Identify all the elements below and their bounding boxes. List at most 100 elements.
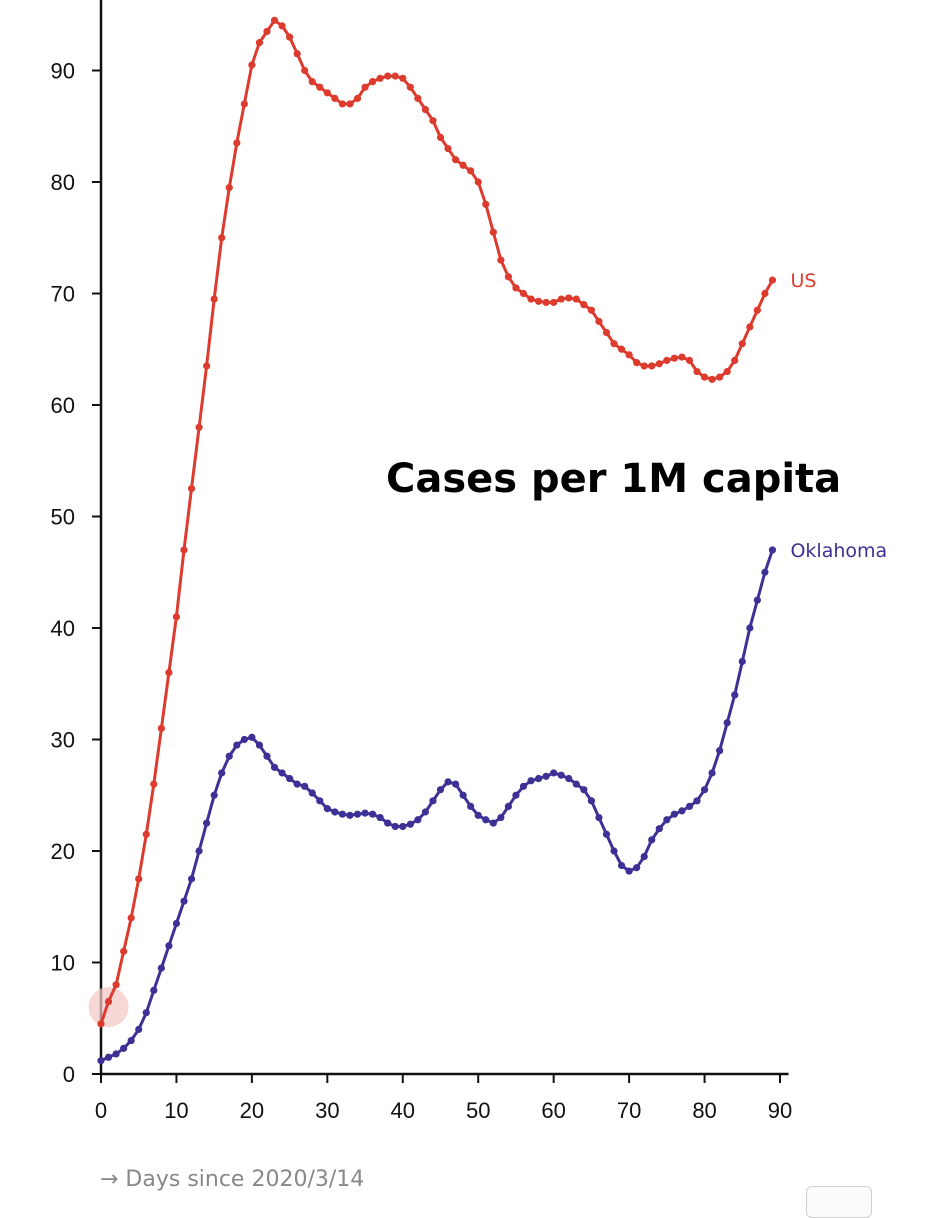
x-tick-label: 0	[95, 1098, 107, 1123]
us-point	[233, 139, 241, 147]
us-point	[640, 362, 648, 370]
us-point	[293, 50, 301, 58]
oklahoma-point	[361, 809, 369, 817]
us-point	[210, 295, 218, 303]
us-point	[663, 356, 671, 364]
oklahoma-point	[557, 771, 565, 779]
us-point	[369, 78, 377, 86]
us-point	[187, 485, 196, 493]
us-point	[474, 178, 482, 186]
oklahoma-line	[100, 549, 774, 1062]
oklahoma-point	[497, 813, 505, 822]
oklahoma-point	[519, 782, 528, 790]
oklahoma-point	[527, 777, 535, 785]
oklahoma-point	[504, 802, 512, 811]
us-point	[693, 367, 701, 376]
us-point	[731, 356, 739, 364]
oklahoma-point	[203, 819, 211, 827]
us-point	[467, 167, 475, 175]
oklahoma-point	[391, 822, 399, 831]
oklahoma-point	[338, 810, 347, 818]
x-tick-label: 90	[768, 1098, 792, 1123]
y-tick-label: 30	[51, 728, 75, 753]
oklahoma-point	[233, 741, 241, 749]
oklahoma-point	[738, 657, 746, 666]
x-tick-label: 60	[541, 1098, 565, 1123]
oklahoma-point	[346, 811, 354, 819]
x-ticks: 0 10 20 30 40 50 60 70 80 90	[95, 1074, 792, 1123]
us-point	[768, 276, 777, 284]
y-tick-label: 60	[51, 393, 75, 418]
oklahoma-point	[723, 719, 731, 727]
us-point	[685, 356, 694, 364]
us-point	[746, 323, 754, 331]
oklahoma-point	[120, 1044, 128, 1052]
y-tick-label: 20	[51, 839, 75, 864]
oklahoma-point	[165, 942, 173, 950]
y-ticks: 0 10 20 30 40 50 60 70 80 90	[51, 59, 101, 1087]
us-point	[338, 100, 347, 108]
x-tick-label: 30	[315, 1098, 339, 1123]
oklahoma-point	[293, 780, 301, 788]
y-tick-label: 90	[51, 59, 75, 84]
oklahoma-point	[323, 805, 331, 813]
oklahoma-point	[301, 782, 309, 790]
us-point	[572, 295, 580, 303]
us-point	[610, 340, 618, 348]
oklahoma-point	[316, 797, 324, 805]
oklahoma-point	[278, 769, 286, 777]
oklahoma-point	[482, 816, 490, 824]
oklahoma-point	[670, 810, 678, 818]
oklahoma-point	[768, 546, 777, 554]
series-layer: US Oklahoma	[97, 16, 887, 1065]
us-point	[436, 133, 445, 141]
oklahoma-point	[263, 752, 271, 760]
series-oklahoma: Oklahoma	[97, 540, 887, 1065]
us-point	[218, 234, 226, 242]
x-tick-label: 50	[466, 1098, 490, 1123]
oklahoma-point	[127, 1036, 135, 1045]
us-point	[203, 362, 211, 370]
us-point	[97, 1020, 105, 1028]
us-point	[648, 362, 656, 370]
series-label-us: US	[790, 270, 816, 292]
oklahoma-point	[104, 1053, 113, 1061]
us-point	[195, 423, 203, 431]
corner-button[interactable]	[806, 1186, 872, 1218]
oklahoma-point	[187, 875, 196, 883]
oklahoma-point	[180, 897, 188, 905]
us-point	[700, 373, 709, 381]
oklahoma-point	[135, 1025, 143, 1033]
x-tick-label: 70	[617, 1098, 641, 1123]
oklahoma-point	[248, 733, 256, 741]
us-point	[346, 100, 354, 108]
oklahoma-point	[286, 774, 294, 783]
us-point	[602, 328, 611, 337]
us-point	[248, 61, 256, 69]
x-tick-label: 20	[240, 1098, 264, 1123]
oklahoma-point	[731, 691, 739, 699]
oklahoma-point	[210, 791, 218, 799]
oklahoma-point	[663, 816, 671, 824]
us-point	[580, 301, 588, 309]
oklahoma-point	[474, 811, 482, 819]
oklahoma-point	[685, 802, 694, 811]
series-label-oklahoma: Oklahoma	[790, 540, 887, 562]
x-tick-label: 80	[692, 1098, 716, 1123]
us-point	[542, 298, 550, 307]
us-point	[384, 72, 392, 80]
oklahoma-point	[399, 822, 407, 831]
oklahoma-point	[218, 769, 226, 777]
oklahoma-point	[369, 810, 377, 818]
oklahoma-point	[353, 810, 362, 818]
us-point	[444, 144, 452, 153]
oklahoma-point	[459, 791, 467, 799]
us-point	[127, 914, 135, 922]
us-point	[587, 306, 595, 314]
us-point	[308, 78, 316, 86]
us-point	[414, 94, 422, 102]
oklahoma-point	[157, 964, 165, 972]
us-point	[225, 183, 233, 192]
oklahoma-point	[270, 763, 279, 771]
oklahoma-point	[429, 797, 437, 805]
